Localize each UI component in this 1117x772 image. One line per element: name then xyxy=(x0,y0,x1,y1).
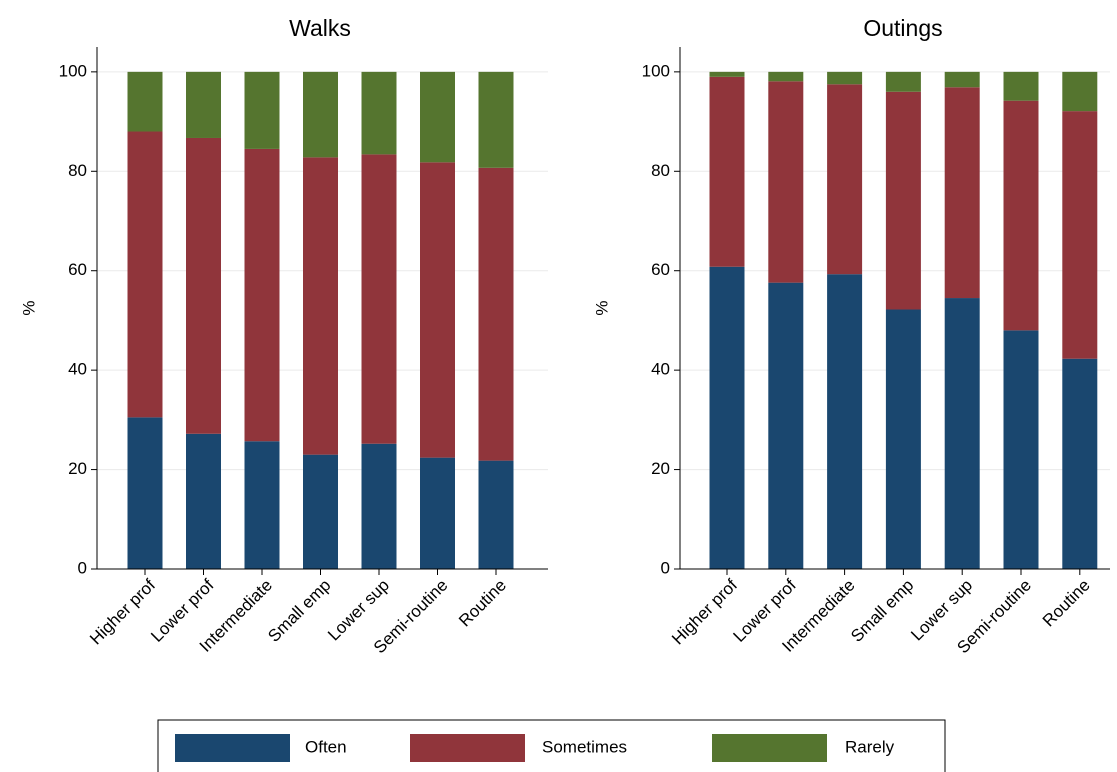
bar-segment xyxy=(768,282,804,569)
y-tick-label: 100 xyxy=(59,61,87,80)
bar-segment xyxy=(420,457,455,569)
chart-title: Walks xyxy=(289,15,351,41)
bar-segment xyxy=(827,274,863,569)
bar-segment xyxy=(244,71,280,149)
y-tick-label: 100 xyxy=(642,61,670,80)
bar-segment xyxy=(885,309,921,569)
bar-segment xyxy=(478,460,514,569)
bar-segment xyxy=(885,91,921,310)
y-axis-label: % xyxy=(19,300,38,315)
bar-segment xyxy=(709,266,745,569)
legend-swatch xyxy=(410,734,525,762)
bar-segment xyxy=(944,71,980,88)
x-tick-label: Routine xyxy=(455,576,510,631)
chart-title: Outings xyxy=(863,15,942,41)
legend-label: Sometimes xyxy=(542,737,627,756)
bar-segment xyxy=(1003,330,1039,569)
y-tick-label: 60 xyxy=(651,260,670,279)
x-tick-label: Higher prof xyxy=(86,575,159,648)
bar-segment xyxy=(944,298,980,569)
bar-segment xyxy=(303,157,338,455)
x-tick-label: Small emp xyxy=(264,576,334,646)
bar-segment xyxy=(244,148,280,442)
x-tick-label: Routine xyxy=(1039,576,1094,631)
bar-segment xyxy=(361,443,397,569)
bar-segment xyxy=(303,71,338,158)
bar-segment xyxy=(478,167,514,461)
bar-segment xyxy=(303,454,338,569)
bar-segment xyxy=(885,71,921,92)
y-tick-label: 20 xyxy=(651,459,670,478)
bar-segment xyxy=(709,76,745,267)
y-tick-label: 60 xyxy=(68,260,87,279)
bar-segment xyxy=(709,71,745,77)
legend-swatch xyxy=(712,734,827,762)
bar-segment xyxy=(127,71,163,132)
bar-segment xyxy=(1003,100,1039,331)
bar-segment xyxy=(827,84,863,275)
bar-segment xyxy=(944,87,980,299)
bar-segment xyxy=(244,441,280,569)
bar-segment xyxy=(1062,358,1098,569)
y-tick-label: 40 xyxy=(651,360,670,379)
bar-segment xyxy=(420,162,455,458)
y-tick-label: 20 xyxy=(68,459,87,478)
x-tick-label: Small emp xyxy=(847,576,917,646)
bar-segment xyxy=(1062,71,1098,112)
bar-segment xyxy=(768,71,804,82)
y-tick-label: 80 xyxy=(68,161,87,180)
bar-segment xyxy=(1003,71,1039,101)
x-tick-label: Higher prof xyxy=(668,575,741,648)
bar-segment xyxy=(127,131,163,418)
y-axis-label: % xyxy=(592,300,611,315)
bar-segment xyxy=(186,71,221,138)
y-tick-label: 40 xyxy=(68,360,87,379)
bar-segment xyxy=(186,433,221,569)
y-tick-label: 0 xyxy=(661,558,670,577)
bar-segment xyxy=(827,71,863,85)
bar-segment xyxy=(420,71,455,163)
bar-segment xyxy=(478,71,514,168)
bar-segment xyxy=(361,71,397,155)
y-tick-label: 0 xyxy=(78,558,87,577)
bar-segment xyxy=(127,417,163,569)
legend-label: Rarely xyxy=(845,737,895,756)
bar-segment xyxy=(768,81,804,283)
legend-swatch xyxy=(175,734,290,762)
bar-segment xyxy=(186,137,221,434)
y-tick-label: 80 xyxy=(651,161,670,180)
bar-segment xyxy=(361,154,397,444)
bar-segment xyxy=(1062,111,1098,359)
legend-label: Often xyxy=(305,737,347,756)
